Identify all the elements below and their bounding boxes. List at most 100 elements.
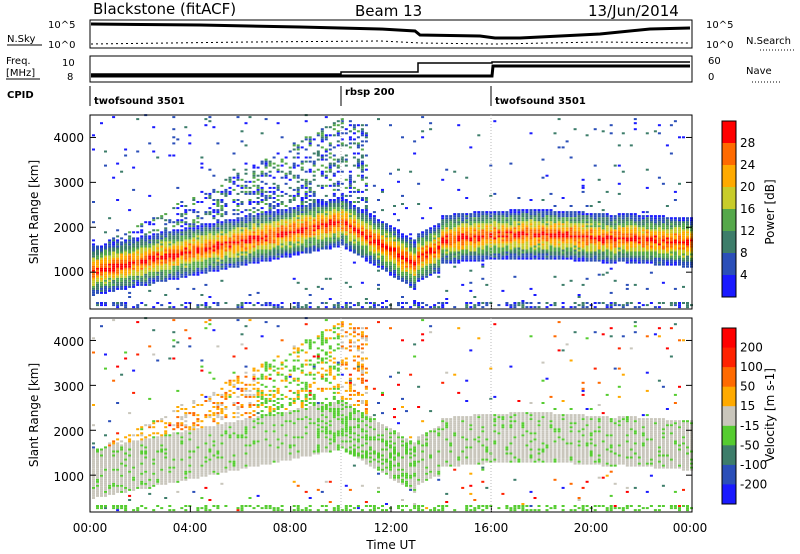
power-cell xyxy=(156,275,160,278)
power-cell xyxy=(200,269,204,272)
power-cell xyxy=(364,197,368,199)
power-cell xyxy=(665,255,669,258)
power-cell xyxy=(429,271,433,274)
power-cell xyxy=(256,178,260,181)
power-cell xyxy=(613,245,617,248)
power-cell xyxy=(525,255,529,258)
power-cell xyxy=(288,172,292,175)
power-cell xyxy=(557,237,561,240)
power-cell xyxy=(625,221,629,224)
power-cell xyxy=(156,251,160,254)
power-cell xyxy=(320,245,324,248)
power-cell xyxy=(272,251,276,254)
power-cell xyxy=(276,227,280,230)
velocity-cell xyxy=(116,480,120,483)
power-cell xyxy=(212,245,216,248)
power-cell xyxy=(284,162,288,165)
power-cell xyxy=(368,223,372,226)
power-cell xyxy=(284,241,288,244)
power-cell xyxy=(300,251,304,254)
power-cell xyxy=(312,223,316,226)
power-cell xyxy=(661,245,665,248)
power-cell xyxy=(637,235,641,238)
power-cell xyxy=(348,174,352,177)
power-cell xyxy=(352,180,356,183)
power-cell xyxy=(437,265,441,268)
power-cell xyxy=(128,263,132,266)
power-cell xyxy=(108,259,112,262)
power-cell xyxy=(328,207,332,210)
power-cell xyxy=(324,134,328,137)
power-cell xyxy=(425,251,429,254)
power-cell xyxy=(112,271,116,274)
power-cell xyxy=(128,277,132,280)
power-cell xyxy=(529,237,533,240)
power-cell xyxy=(120,243,124,246)
power-cell xyxy=(336,180,340,183)
velocity-cell xyxy=(92,470,95,473)
power-cell xyxy=(360,251,364,254)
power-cell xyxy=(413,140,417,143)
power-cell xyxy=(509,253,513,256)
power-cell xyxy=(212,251,216,254)
velocity-cell xyxy=(100,468,103,471)
power-cell xyxy=(372,237,376,240)
power-cell xyxy=(473,247,477,250)
freq-panel xyxy=(89,55,693,83)
power-cell xyxy=(368,245,372,248)
power-cell xyxy=(272,215,276,218)
power-cell xyxy=(116,261,120,264)
power-cell xyxy=(360,241,364,244)
power-cell xyxy=(280,306,284,309)
power-cell xyxy=(192,211,196,214)
power-cell xyxy=(425,273,429,276)
power-cell xyxy=(276,164,280,167)
power-cell xyxy=(421,231,425,234)
power-cell xyxy=(601,251,605,254)
power-cell xyxy=(260,231,264,234)
power-cell xyxy=(320,172,324,175)
power-cell xyxy=(669,221,673,224)
power-cell xyxy=(401,275,404,278)
power-cell xyxy=(92,287,95,290)
power-cell xyxy=(148,257,152,260)
power-cell xyxy=(565,217,569,220)
power-cell xyxy=(176,269,180,272)
power-cell xyxy=(284,247,288,250)
velocity-cell xyxy=(96,474,99,477)
power-cell xyxy=(393,241,396,244)
power-cell xyxy=(509,229,513,232)
power-cell xyxy=(372,245,376,248)
power-cell xyxy=(120,302,124,304)
velocity-cell xyxy=(112,505,116,507)
power-cell xyxy=(264,213,268,216)
power-cell xyxy=(284,237,288,240)
power-cell xyxy=(224,261,228,264)
power-cell xyxy=(360,253,364,256)
power-cell xyxy=(682,285,685,288)
power-cell xyxy=(437,223,441,226)
power-cell xyxy=(296,176,300,179)
power-cell xyxy=(533,223,537,226)
power-cell xyxy=(208,233,212,236)
power-cell xyxy=(557,245,561,248)
nave-trace xyxy=(91,64,690,78)
power-cell xyxy=(397,304,400,307)
power-cell xyxy=(292,233,296,236)
power-cell xyxy=(669,233,673,236)
power-cell xyxy=(409,265,413,268)
power-cell xyxy=(593,221,597,224)
power-cell xyxy=(120,285,124,288)
power-cell xyxy=(385,249,388,252)
power-cell xyxy=(192,219,196,222)
power-cell xyxy=(425,229,429,232)
power-cell xyxy=(469,257,473,260)
power-cell xyxy=(244,302,248,304)
power-cell xyxy=(421,130,425,133)
power-cell xyxy=(565,255,569,258)
velocity-cell xyxy=(112,458,116,461)
power-cell xyxy=(244,172,248,175)
power-cell xyxy=(348,203,352,205)
power-cell xyxy=(308,199,312,201)
power-cell xyxy=(541,209,545,212)
